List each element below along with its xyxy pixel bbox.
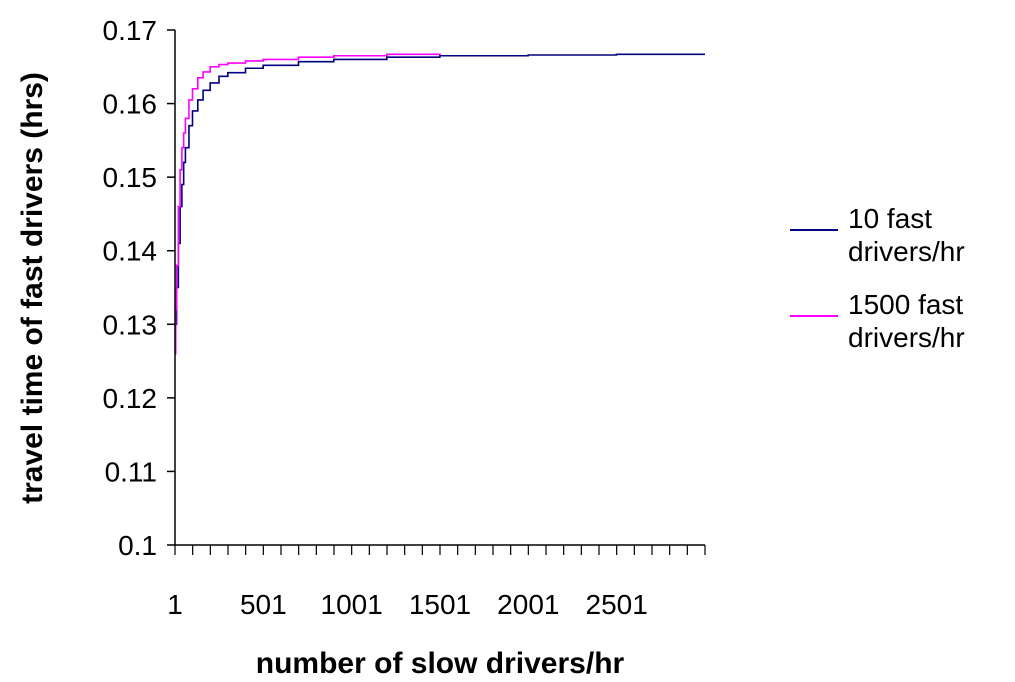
legend-label-line: drivers/hr [848, 322, 965, 353]
x-axis-title: number of slow drivers/hr [256, 647, 625, 680]
y-tick-label: 0.13 [103, 309, 158, 340]
legend-label-line: drivers/hr [848, 236, 965, 267]
x-tick-label: 1501 [409, 589, 471, 620]
y-tick-label: 0.15 [103, 162, 158, 193]
x-tick-label: 1001 [321, 589, 383, 620]
series-line-2 [174, 53, 441, 355]
x-tick-label: 2001 [497, 589, 559, 620]
y-tick-label: 0.11 [105, 456, 157, 487]
plot-lines [174, 53, 705, 355]
y-axis-title: travel time of fast drivers (hrs) [16, 72, 49, 504]
y-axis-ticks: 0.1 0.11 0.12 0.13 0.14 0.15 0.16 0.17 [103, 15, 175, 561]
x-tick-label: 2501 [586, 589, 648, 620]
y-tick-label: 0.16 [103, 89, 158, 120]
legend-label-series-2: 1500 fast drivers/hr [848, 289, 965, 353]
y-tick-label: 0.14 [103, 236, 158, 267]
y-tick-label: 0.17 [103, 15, 158, 46]
series-line-1 [174, 53, 705, 355]
y-tick-label: 0.1 [118, 530, 157, 561]
x-tick-label: 1 [167, 589, 183, 620]
legend-label-series-1: 10 fast drivers/hr [848, 203, 965, 267]
legend-label-line: 1500 fast [848, 289, 963, 320]
x-tick-label: 501 [240, 589, 287, 620]
legend-label-line: 10 fast [848, 203, 932, 234]
legend: 10 fast drivers/hr 1500 fast drivers/hr [790, 203, 965, 353]
y-tick-label: 0.12 [103, 383, 158, 414]
x-axis-ticks: 1 501 1001 1501 2001 2501 [167, 545, 706, 620]
